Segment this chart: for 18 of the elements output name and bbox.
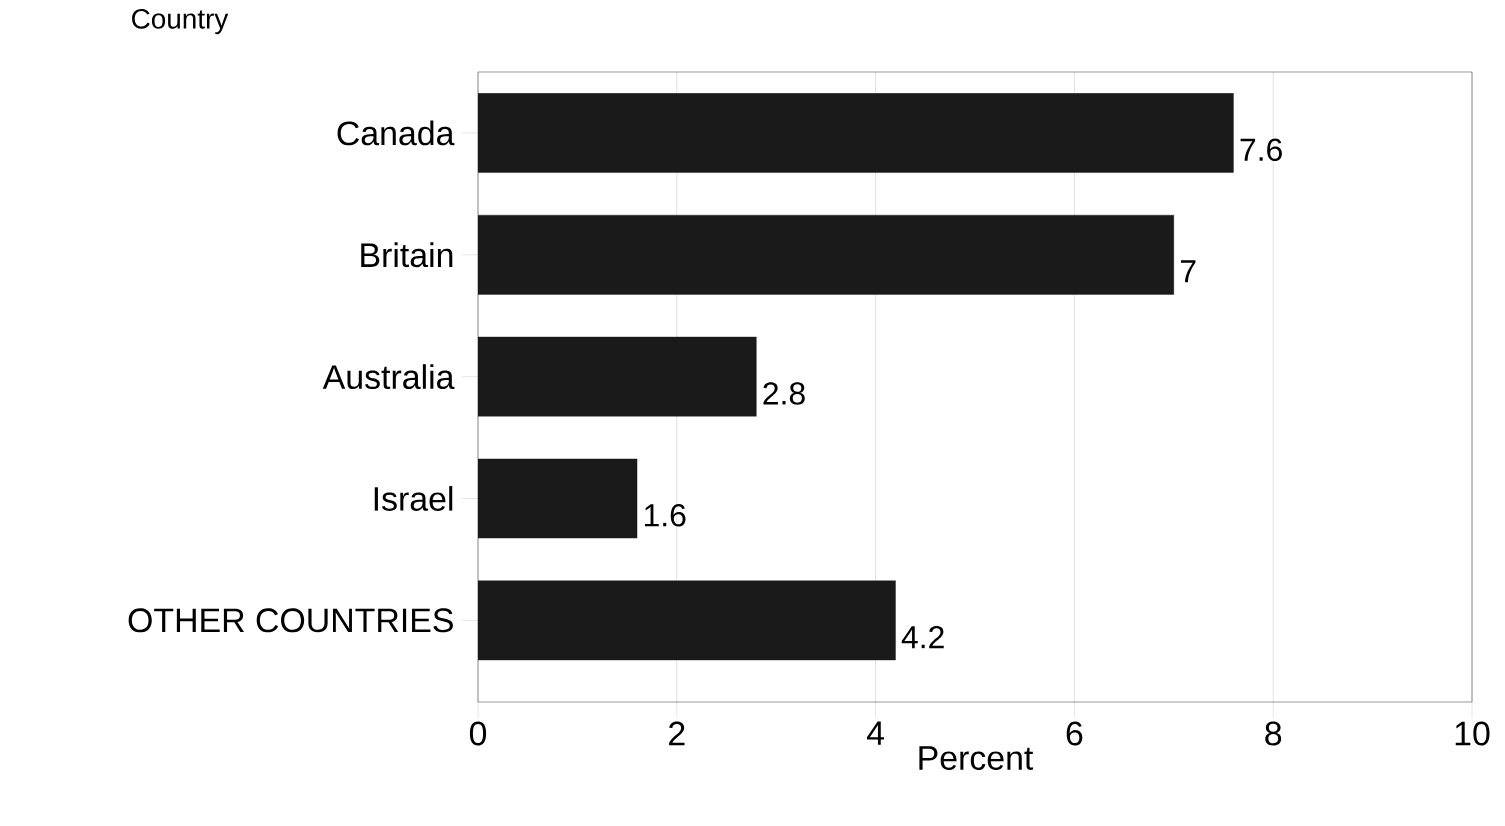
data-label: 7.6 [1240, 138, 1282, 162]
data-label: 2.8 [763, 382, 805, 405]
x-tick-label: 0 [469, 721, 487, 746]
x-tick-label: 2 [669, 721, 685, 746]
y-tick-label: Canada [337, 120, 455, 146]
x-tick-label: 4 [866, 721, 885, 745]
y-tick-label: Israel [374, 486, 453, 511]
x-tick-label: 8 [1265, 721, 1282, 746]
y-tick-label: Australia [322, 364, 455, 390]
y-tick-label: OTHER COUNTRIES [128, 608, 453, 633]
x-axis-title: Percent [919, 746, 1034, 770]
x-tick-label: 6 [1066, 721, 1083, 746]
x-tick-label: 10 [1455, 721, 1490, 746]
data-label: 4.2 [901, 625, 944, 649]
y-axis-title: Country [132, 8, 229, 35]
data-label: 7 [1180, 260, 1196, 283]
data-label: 1.6 [644, 504, 686, 527]
y-tick-label: Britain [361, 242, 453, 268]
